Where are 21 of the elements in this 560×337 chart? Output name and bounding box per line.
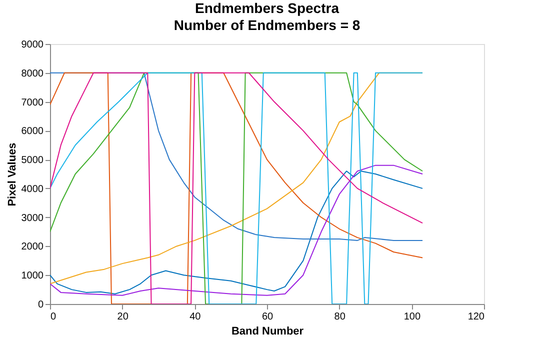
y-tick-label: 4000 (21, 184, 44, 195)
y-tick-label: 5000 (21, 155, 44, 166)
chart-title: Endmembers Spectra (195, 0, 340, 16)
y-tick-label: 0 (38, 300, 44, 310)
x-tick-label: 0 (50, 312, 56, 322)
y-axis-title: Pixel Values (6, 142, 18, 206)
x-tick-label: 80 (334, 312, 346, 322)
y-tick-label: 6000 (21, 126, 44, 138)
x-tick-label: 60 (262, 312, 274, 322)
y-tick-label: 9000 (21, 40, 44, 50)
x-tick-label: 120 (468, 312, 485, 322)
y-tick-label: 1000 (21, 270, 44, 282)
x-tick-label: 20 (117, 312, 129, 322)
x-axis-title: Band Number (231, 326, 304, 337)
x-tick-label: 100 (404, 312, 421, 322)
y-tick-label: 7000 (21, 97, 44, 108)
y-tick-label: 2000 (21, 242, 44, 253)
y-tick-label: 3000 (21, 212, 44, 224)
y-tick-label: 8000 (21, 68, 44, 80)
x-tick-label: 40 (190, 312, 202, 322)
chart-subtitle: Number of Endmembers = 8 (174, 17, 360, 33)
